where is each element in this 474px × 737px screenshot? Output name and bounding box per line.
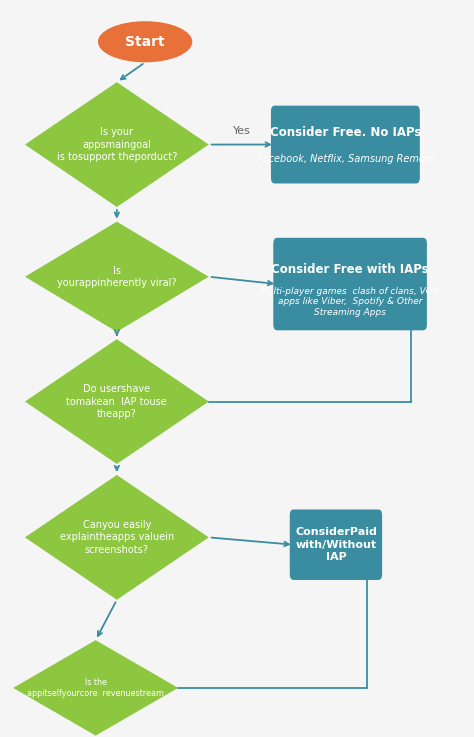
Text: Is your
appsmaingoal
is tosupport theporduct?: Is your appsmaingoal is tosupport thepor… xyxy=(57,128,177,162)
FancyBboxPatch shape xyxy=(271,105,420,184)
Text: Is
yourappinherently viral?: Is yourappinherently viral? xyxy=(57,265,177,288)
Text: Yes: Yes xyxy=(233,126,251,136)
FancyBboxPatch shape xyxy=(273,238,427,330)
FancyBboxPatch shape xyxy=(290,509,382,580)
Text: Do usershave
tomakean  IAP touse
theapp?: Do usershave tomakean IAP touse theapp? xyxy=(66,384,167,419)
Polygon shape xyxy=(25,475,209,600)
Text: Facebook, Netflix, Samsung Remote: Facebook, Netflix, Samsung Remote xyxy=(256,154,434,164)
Text: Canyou easily
explaintheapps valuein
screenshots?: Canyou easily explaintheapps valuein scr… xyxy=(60,520,174,555)
Text: Multi-player games  clash of clans, VOIP
apps like Viber,  Spotify & Other
Strea: Multi-player games clash of clans, VOIP … xyxy=(260,287,440,317)
Polygon shape xyxy=(13,640,178,736)
Text: Consider Free. No IAPs: Consider Free. No IAPs xyxy=(270,126,421,139)
Polygon shape xyxy=(25,82,209,207)
Text: ConsiderPaid
with/Without
IAP: ConsiderPaid with/Without IAP xyxy=(295,527,377,562)
Polygon shape xyxy=(25,339,209,464)
Polygon shape xyxy=(25,222,209,332)
Text: Consider Free with IAPs: Consider Free with IAPs xyxy=(271,263,429,276)
Ellipse shape xyxy=(98,21,192,63)
Text: Is the
appitselfyourcore  revenuestream: Is the appitselfyourcore revenuestream xyxy=(27,678,164,698)
Text: Start: Start xyxy=(125,35,165,49)
